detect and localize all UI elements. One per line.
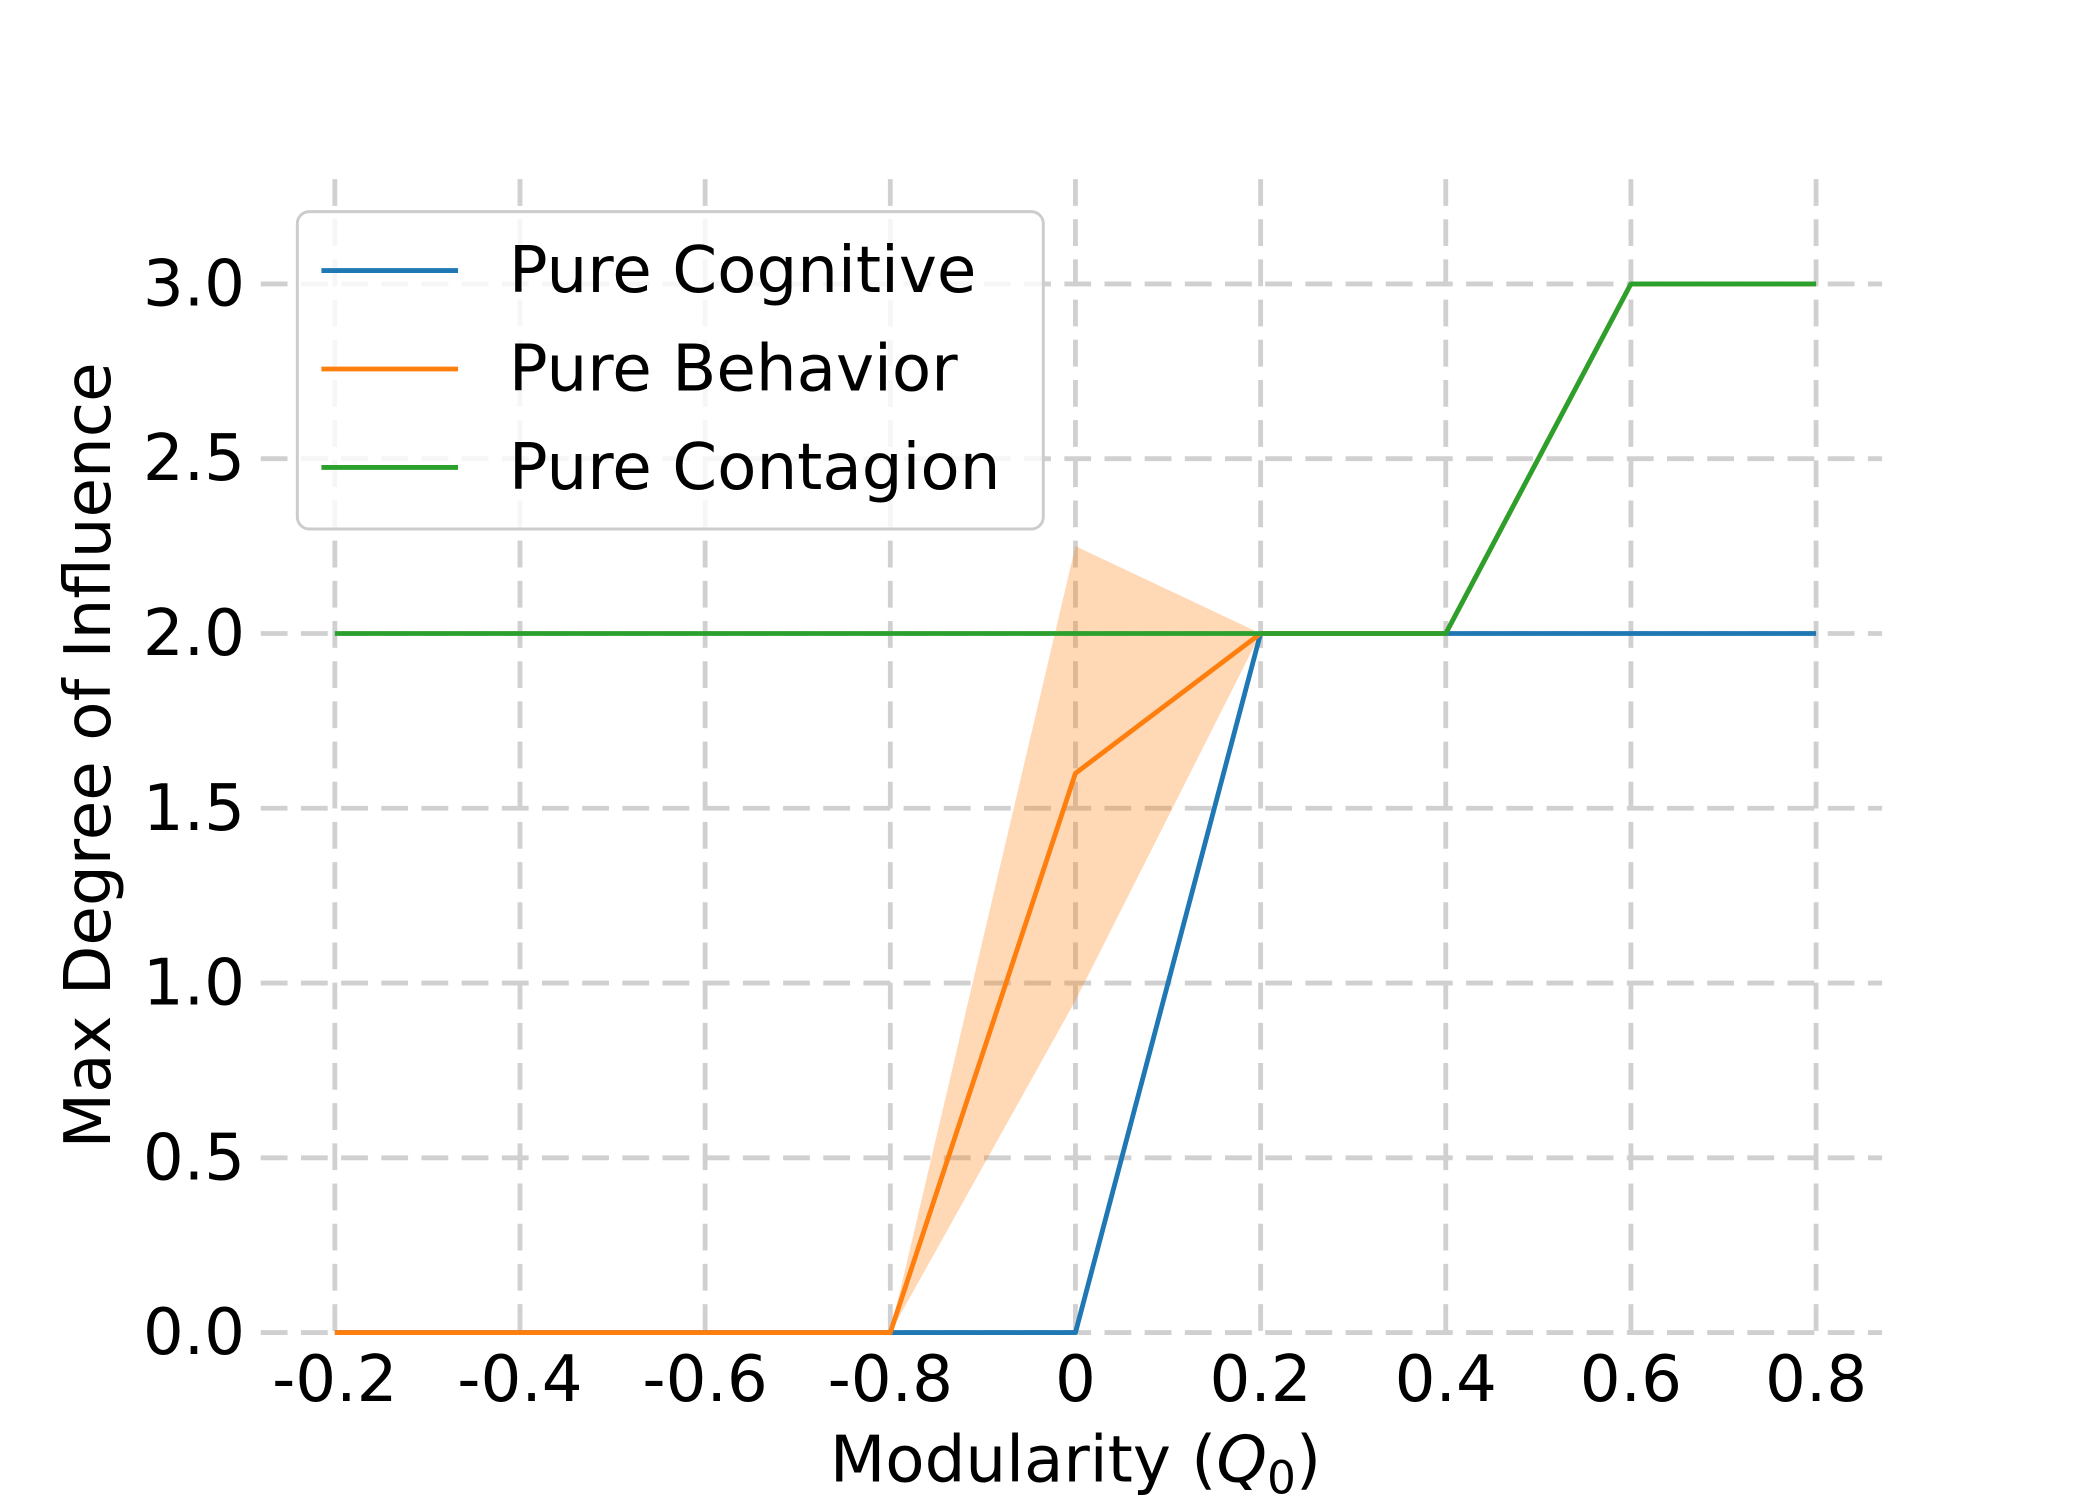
x-axis-ticks: -0.2 -0.4 -0.6 -0.8 0 0.2 0.4 0.6 0.8 xyxy=(272,1342,1867,1417)
y-axis-label: Max Degree of Influence xyxy=(51,362,126,1148)
y-tick-label: 1.5 xyxy=(143,771,245,846)
x-axis-label-subscript: 0 xyxy=(1267,1451,1296,1500)
x-axis-label-symbol: Q xyxy=(1216,1422,1267,1497)
legend-entry: Pure Contagion xyxy=(321,430,1000,505)
x-tick-label: 0.8 xyxy=(1765,1342,1867,1417)
y-tick-label: 1.0 xyxy=(143,946,245,1021)
x-tick-label: 0 xyxy=(1055,1342,1096,1417)
x-tick-label: -0.2 xyxy=(272,1342,397,1417)
series-line-pure-contagion xyxy=(334,281,1817,636)
x-tick-label: -0.6 xyxy=(642,1342,767,1417)
confidence-band-pure-behavior xyxy=(334,283,1817,1333)
series-layer xyxy=(334,281,1817,1335)
y-tick-label: 0.0 xyxy=(143,1295,245,1370)
y-tick-label: 2.0 xyxy=(143,596,245,671)
x-axis-label-close: ) xyxy=(1296,1422,1321,1497)
x-tick-label: 0.6 xyxy=(1580,1342,1682,1417)
legend-frame xyxy=(295,210,1045,531)
x-axis-label: Modularity (Q0) xyxy=(830,1422,1321,1500)
y-tick-label: 0.5 xyxy=(143,1120,245,1195)
legend-label-pure-behavior: Pure Behavior xyxy=(509,331,958,406)
y-tick-label: 3.0 xyxy=(143,246,245,321)
legend-label-pure-cognitive: Pure Cognitive xyxy=(509,233,977,308)
legend-label-pure-contagion: Pure Contagion xyxy=(509,430,1001,505)
x-tick-label: -0.8 xyxy=(828,1342,953,1417)
legend-entry: Pure Cognitive xyxy=(321,233,976,308)
band-layer xyxy=(334,283,1817,1333)
legend-entry: Pure Behavior xyxy=(321,331,958,406)
legend: Pure Cognitive Pure Behavior Pure Contag… xyxy=(295,210,1045,531)
x-tick-label: -0.4 xyxy=(457,1342,582,1417)
x-tick-label: 0.2 xyxy=(1209,1342,1311,1417)
y-tick-label: 2.5 xyxy=(143,421,245,496)
x-axis-label-text: Modularity ( xyxy=(830,1422,1217,1497)
x-tick-label: 0.4 xyxy=(1395,1342,1497,1417)
y-axis-ticks: 0.0 0.5 1.0 1.5 2.0 2.5 3.0 xyxy=(143,246,245,1370)
